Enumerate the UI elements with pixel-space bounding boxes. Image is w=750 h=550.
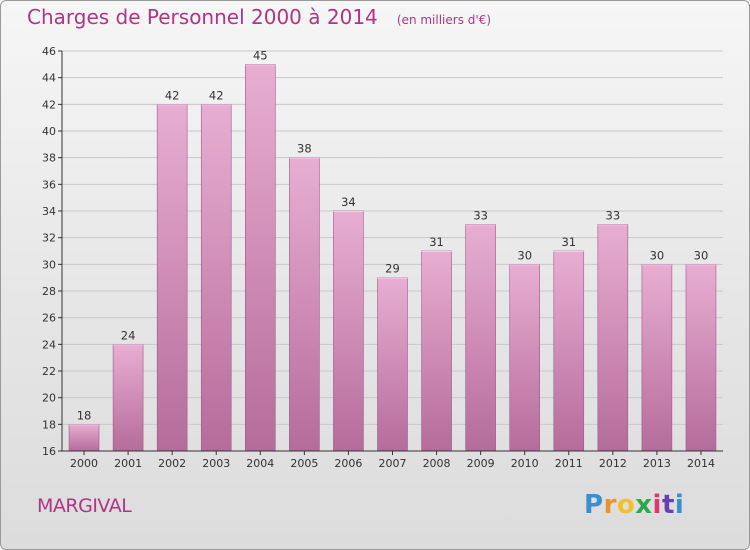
bar-2010	[509, 264, 540, 452]
value-label-2006: 34	[341, 195, 356, 209]
proxiti-logo[interactable]: Proxiti	[584, 490, 684, 520]
bar-2005	[289, 157, 320, 452]
bar-2011	[553, 250, 585, 452]
x-tick-label: 2001	[114, 457, 142, 470]
x-tick-label: 2007	[379, 457, 407, 470]
logo-letter: i	[674, 490, 685, 520]
x-tick-label: 2014	[687, 457, 715, 470]
value-label-2003: 42	[209, 88, 224, 102]
x-tick-label: 2003	[202, 457, 230, 470]
y-tick-label: 32	[42, 232, 56, 245]
x-tick-label: 2006	[334, 457, 362, 470]
bar-2009	[465, 224, 496, 452]
value-label-2005: 38	[297, 142, 312, 156]
value-label-2010: 30	[517, 248, 532, 262]
bar-2006	[333, 210, 364, 452]
x-tick-label: 2000	[70, 457, 98, 470]
x-tick-label: 2005	[290, 457, 318, 470]
logo-letter: P	[584, 490, 604, 520]
chart-title: Charges de Personnel 2000 à 2014	[27, 5, 378, 29]
y-tick-label: 42	[42, 98, 56, 111]
logo-letter: i	[652, 490, 662, 520]
bar-layer	[68, 64, 717, 452]
x-tick-label: 2010	[511, 457, 539, 470]
x-tick-label: 2008	[423, 457, 451, 470]
value-label-2009: 33	[473, 208, 488, 222]
value-label-2014: 30	[694, 248, 709, 262]
value-label-2013: 30	[650, 248, 665, 262]
value-label-2007: 29	[385, 262, 400, 276]
y-tick-label: 16	[42, 445, 56, 458]
title-row: Charges de Personnel 2000 à 2014 (en mil…	[27, 5, 491, 29]
y-tick-label: 36	[42, 178, 56, 191]
value-label-2011: 31	[561, 235, 576, 249]
label-layer: 18 24 42 42 45 38 34 29 31 33 30 31 33 30 30	[77, 48, 709, 422]
bar-2007	[377, 277, 408, 452]
y-tick-label: 18	[42, 418, 56, 431]
bar-2001	[112, 344, 144, 452]
logo-letter: r	[603, 490, 617, 520]
y-tick-label: 28	[42, 285, 56, 298]
bar-2000	[68, 424, 100, 452]
chart-subtitle: (en milliers d'€)	[396, 13, 491, 27]
value-label-2008: 31	[429, 235, 444, 249]
bar-2003	[200, 104, 232, 452]
y-tick-label: 38	[42, 152, 56, 165]
logo-letter: t	[661, 490, 675, 520]
y-tick-label: 30	[42, 258, 56, 271]
logo-letter: o	[616, 490, 636, 520]
value-label-2012: 33	[606, 208, 621, 222]
logo-letter: x	[635, 490, 653, 520]
y-tick-label: 22	[42, 365, 56, 378]
y-tick-label: 24	[42, 338, 56, 351]
bar-2012	[597, 224, 629, 452]
x-tick-label: 2011	[555, 457, 583, 470]
y-tick-label: 34	[42, 205, 56, 218]
y-tick-label: 20	[42, 392, 56, 405]
commune-name: MARGIVAL	[37, 495, 132, 517]
x-tick-label: 2009	[467, 457, 495, 470]
bar-2008	[421, 250, 452, 452]
bar-2013	[641, 264, 673, 452]
axis-layer: 16 18 20 22 24 26 28 30 32 34 36 38 40 42 44 46 2000 2001…	[42, 45, 723, 470]
y-tick-label: 44	[42, 72, 56, 85]
x-tick-label: 2004	[246, 457, 274, 470]
x-tick-label: 2013	[643, 457, 671, 470]
x-tick-label: 2012	[599, 457, 627, 470]
y-tick-label: 26	[42, 312, 56, 325]
bar-2002	[156, 104, 188, 452]
x-tick-label: 2002	[158, 457, 186, 470]
bar-2004	[245, 64, 276, 452]
y-tick-label: 46	[42, 45, 56, 58]
bar-2014	[685, 264, 717, 452]
value-label-2004: 45	[253, 48, 268, 62]
value-label-2000: 18	[77, 408, 92, 422]
y-tick-label: 40	[42, 125, 56, 138]
value-label-2001: 24	[121, 328, 136, 342]
value-label-2002: 42	[165, 88, 180, 102]
